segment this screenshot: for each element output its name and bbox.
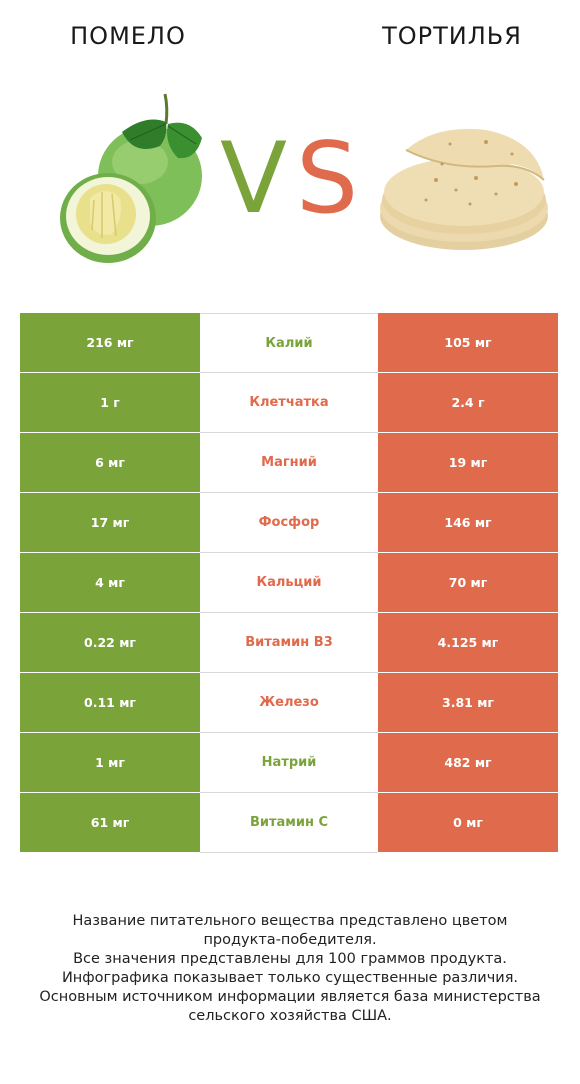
left-value-cell: 0.11 мг — [20, 673, 200, 733]
left-value-cell: 6 мг — [20, 433, 200, 493]
right-value-cell: 19 мг — [378, 433, 558, 493]
right-value-cell: 4.125 мг — [378, 613, 558, 673]
footer-line: продукта-победителя. — [203, 932, 377, 948]
nutrient-name-cell: Витамин B3 — [200, 613, 378, 673]
left-value-cell: 1 мг — [20, 733, 200, 793]
table-row: 1 г Клетчатка 2.4 г — [20, 373, 558, 433]
right-product-title: ТОРТИЛЬЯ — [382, 22, 522, 50]
footer-note: Название питательного вещества представл… — [16, 912, 564, 1026]
left-value-cell: 216 мг — [20, 313, 200, 373]
table-row: 0.11 мг Железо 3.81 мг — [20, 673, 558, 733]
vs-letter-s: S — [296, 122, 359, 236]
vs-letter-v: V — [220, 122, 288, 236]
left-product-title: ПОМЕЛО — [70, 22, 186, 50]
left-value-cell: 17 мг — [20, 493, 200, 553]
pomelo-image — [50, 88, 210, 278]
right-value-cell: 105 мг — [378, 313, 558, 373]
table-row: 216 мг Калий 105 мг — [20, 313, 558, 373]
footer-line: сельского хозяйства США. — [188, 1008, 392, 1024]
right-value-cell: 2.4 г — [378, 373, 558, 433]
left-value-cell: 4 мг — [20, 553, 200, 613]
nutrient-name-cell: Кальций — [200, 553, 378, 613]
right-value-cell: 146 мг — [378, 493, 558, 553]
left-value-cell: 1 г — [20, 373, 200, 433]
right-value-cell: 0 мг — [378, 793, 558, 853]
footer-line: Инфографика показывает только существенн… — [61, 970, 519, 986]
table-row: 17 мг Фосфор 146 мг — [20, 493, 558, 553]
left-value-cell: 0.22 мг — [20, 613, 200, 673]
nutrient-name-cell: Железо — [200, 673, 378, 733]
footer-line: Все значения представлены для 100 граммо… — [73, 951, 507, 967]
nutrient-name-cell: Натрий — [200, 733, 378, 793]
nutrient-name-cell: Клетчатка — [200, 373, 378, 433]
right-value-cell: 3.81 мг — [378, 673, 558, 733]
nutrient-name-cell: Фосфор — [200, 493, 378, 553]
table-row: 1 мг Натрий 482 мг — [20, 733, 558, 793]
nutrient-name-cell: Калий — [200, 313, 378, 373]
nutrient-name-cell: Магний — [200, 433, 378, 493]
right-value-cell: 482 мг — [378, 733, 558, 793]
left-value-cell: 61 мг — [20, 793, 200, 853]
footer-line: Название питательного вещества представл… — [72, 913, 508, 929]
nutrient-name-cell: Витамин C — [200, 793, 378, 853]
tortilla-image — [376, 120, 552, 260]
footer-line: Основным источником информации является … — [39, 989, 541, 1005]
table-row: 0.22 мг Витамин B3 4.125 мг — [20, 613, 558, 673]
table-row: 4 мг Кальций 70 мг — [20, 553, 558, 613]
table-row: 6 мг Магний 19 мг — [20, 433, 558, 493]
right-value-cell: 70 мг — [378, 553, 558, 613]
